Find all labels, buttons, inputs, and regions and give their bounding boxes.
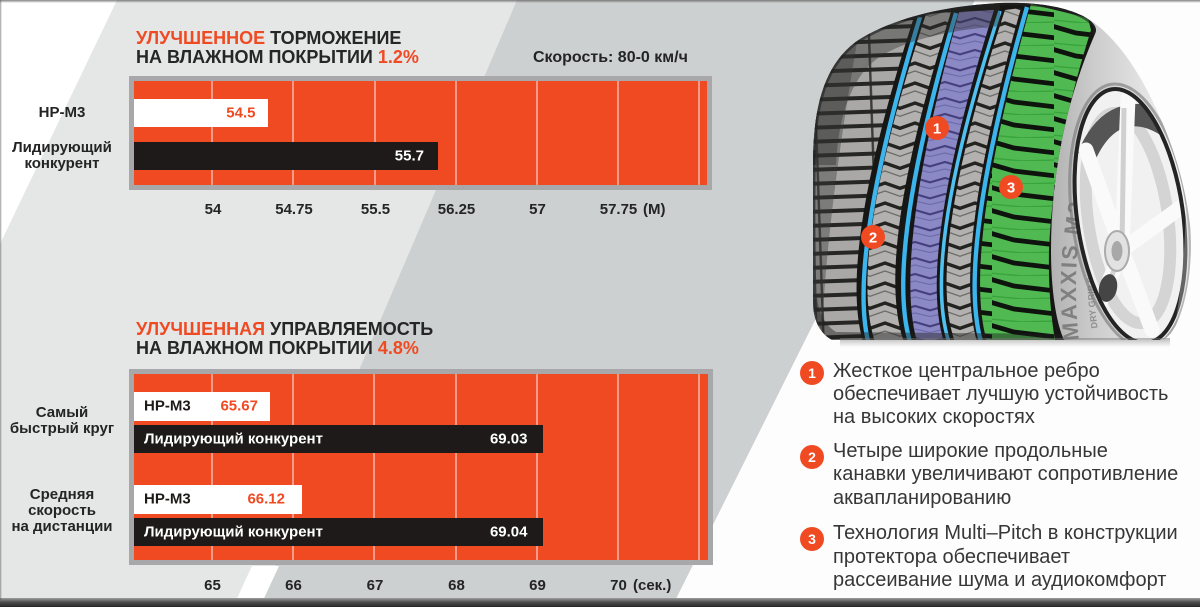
svg-text:2: 2 xyxy=(869,230,877,247)
svg-text:3: 3 xyxy=(1007,180,1015,197)
svg-text:1: 1 xyxy=(933,121,941,138)
